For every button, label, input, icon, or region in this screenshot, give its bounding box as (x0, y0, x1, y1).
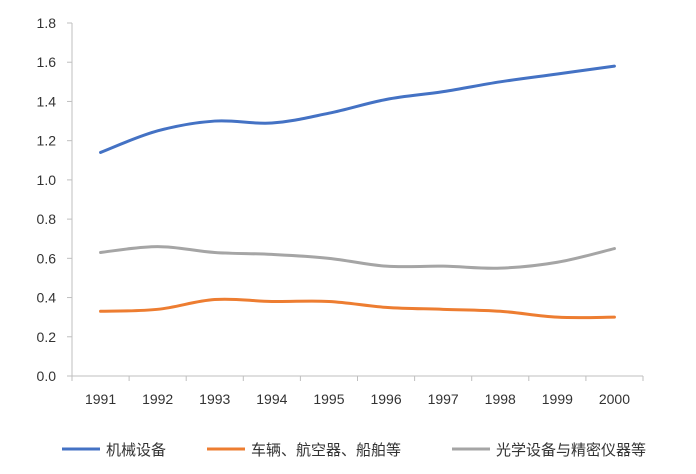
data-point (327, 257, 330, 260)
axes: 0.0 0.2 0.4 0.6 0.8 1.0 1.2 1.4 1.6 1.8 1991 1992 19… (37, 15, 644, 407)
data-point (385, 265, 388, 268)
x-tick-label: 1994 (256, 391, 287, 407)
data-point (499, 80, 502, 83)
series-line-3 (99, 245, 616, 270)
x-tick-label: 1993 (199, 391, 230, 407)
data-point (613, 65, 616, 68)
data-point (499, 267, 502, 270)
x-tick-label: 1996 (370, 391, 401, 407)
data-point (613, 316, 616, 319)
legend-label: 车辆、航空器、船舶等 (251, 441, 401, 459)
data-point (327, 300, 330, 303)
y-tick-label: 1.0 (37, 172, 57, 188)
x-tick-label: 2000 (599, 391, 630, 407)
data-point (156, 308, 159, 311)
data-point (556, 72, 559, 75)
data-point (213, 251, 216, 254)
data-point (213, 120, 216, 123)
data-point (213, 298, 216, 301)
series-line-2 (99, 297, 616, 320)
x-tick-label: 1992 (142, 391, 173, 407)
data-point (556, 316, 559, 319)
y-tick-label: 1.6 (37, 54, 57, 70)
data-point (270, 253, 273, 256)
legend-item-1: 机械设备 (62, 441, 166, 459)
x-tick-label: 1991 (85, 391, 116, 407)
data-point (556, 261, 559, 264)
legend-item-3: 光学设备与精密仪器等 (452, 441, 646, 459)
data-point (385, 306, 388, 309)
data-point (99, 151, 102, 154)
x-tick-label: 1998 (485, 391, 516, 407)
data-point (156, 129, 159, 132)
data-point (327, 112, 330, 115)
data-point (270, 122, 273, 125)
data-point (156, 245, 159, 248)
data-point (442, 308, 445, 311)
y-tick-label: 0.8 (37, 211, 57, 227)
series-line-1 (99, 64, 616, 154)
y-tick-label: 0.6 (37, 250, 57, 266)
x-tick-label: 1997 (428, 391, 459, 407)
data-point (99, 251, 102, 254)
data-point (613, 247, 616, 250)
y-tick-label: 0.2 (37, 329, 57, 345)
data-point (99, 310, 102, 313)
legend-item-2: 车辆、航空器、船舶等 (207, 441, 401, 459)
data-point (270, 300, 273, 303)
y-tick-label: 1.4 (37, 93, 57, 109)
x-tick-label: 1999 (542, 391, 573, 407)
x-tick-label: 1995 (313, 391, 344, 407)
series-lines (99, 64, 616, 320)
y-tick-label: 0.4 (37, 290, 57, 306)
data-point (442, 90, 445, 93)
legend-label: 光学设备与精密仪器等 (496, 441, 646, 459)
data-point (385, 98, 388, 101)
y-tick-label: 0.0 (37, 368, 57, 384)
y-tick-label: 1.2 (37, 133, 57, 149)
legend-label: 机械设备 (106, 441, 166, 459)
legend: 机械设备 车辆、航空器、船舶等 光学设备与精密仪器等 (62, 441, 646, 459)
data-point (442, 265, 445, 268)
data-point (499, 310, 502, 313)
y-tick-label: 1.8 (37, 15, 57, 31)
